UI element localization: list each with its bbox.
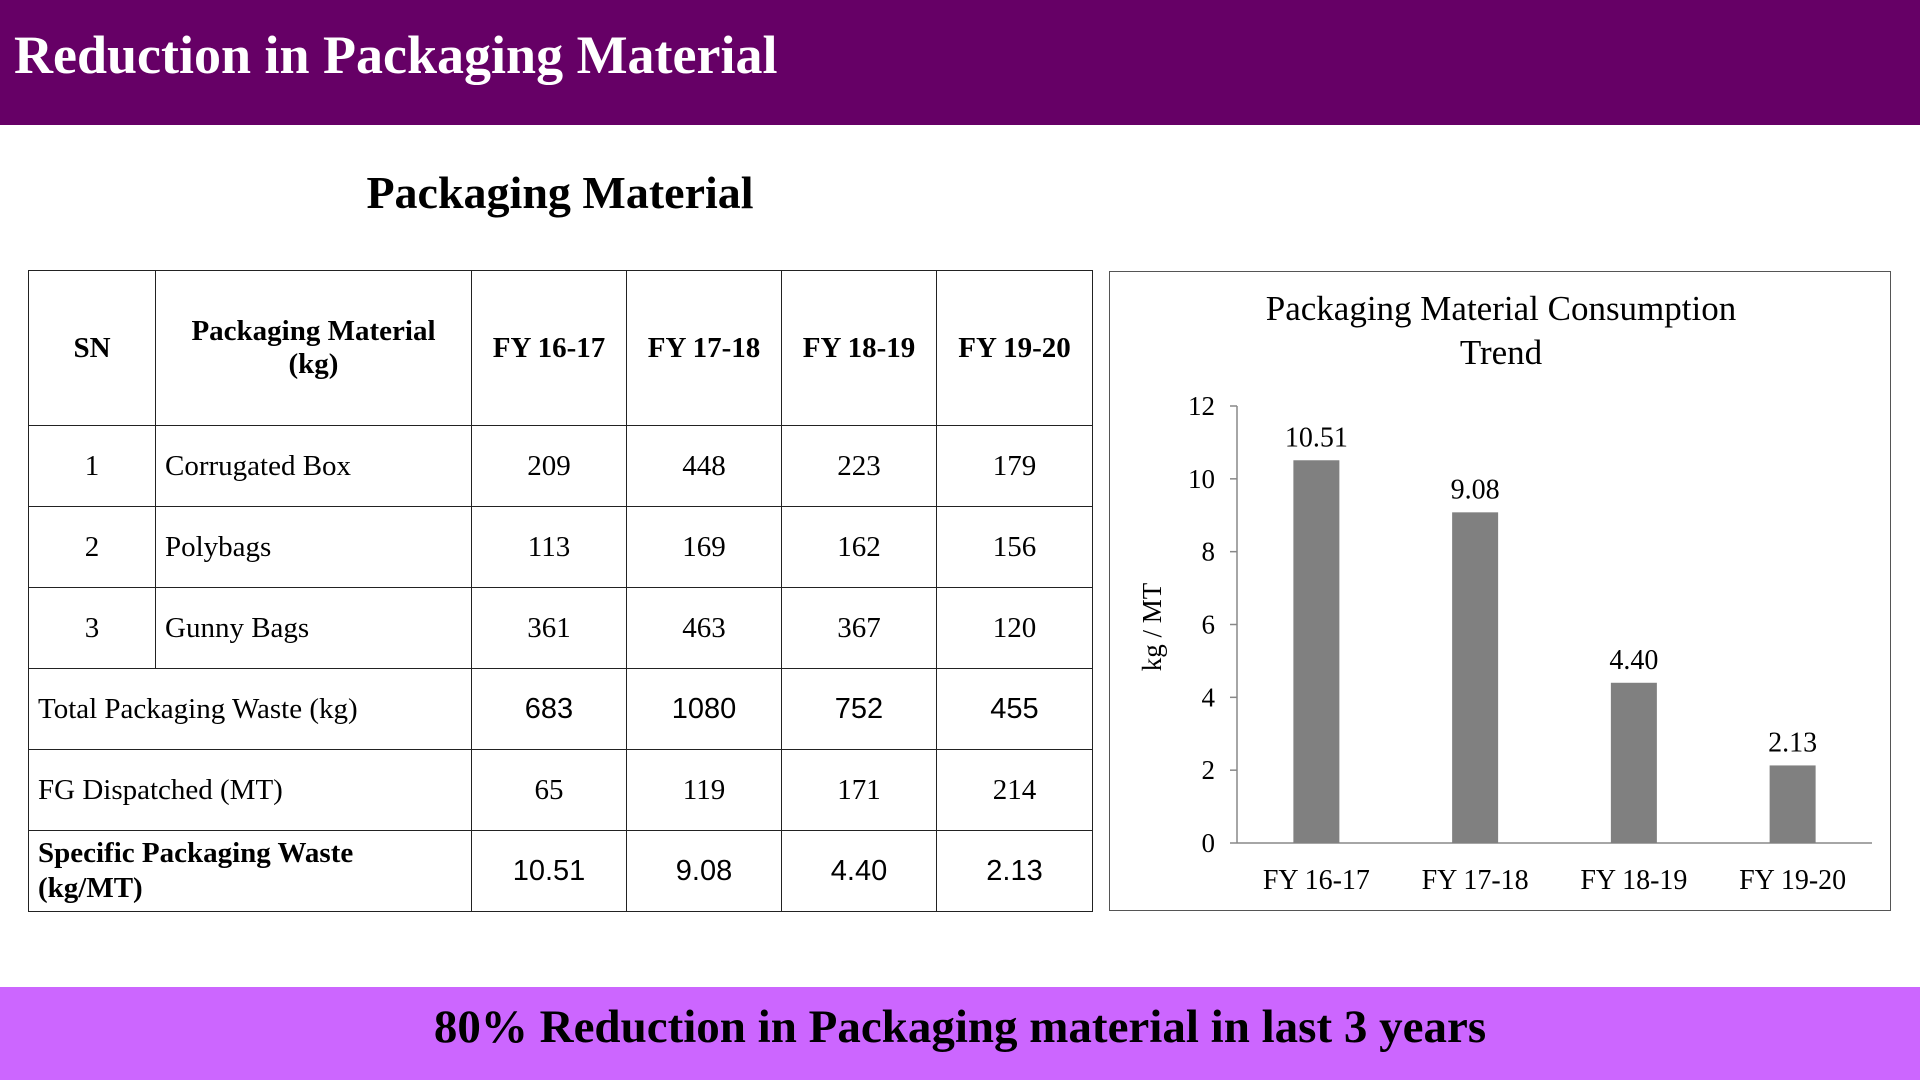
row-sn: 3 xyxy=(28,587,156,669)
x-tick-label: FY 16-17 xyxy=(1263,865,1370,896)
total-value: 1080 xyxy=(626,668,782,750)
total-value: 455 xyxy=(936,668,1093,750)
bar xyxy=(1610,682,1657,843)
fg-value: 214 xyxy=(936,749,1093,831)
fg-value: 171 xyxy=(781,749,937,831)
specific-row: Specific Packaging Waste (kg/MT) 10.51 9… xyxy=(28,830,1093,912)
header-bar xyxy=(0,0,1920,125)
fg-row: FG Dispatched (MT) 65 119 171 214 xyxy=(28,749,1093,831)
specific-value: 10.51 xyxy=(471,830,627,912)
total-label: Total Packaging Waste (kg) xyxy=(28,668,472,750)
bar xyxy=(1769,765,1816,843)
specific-value: 4.40 xyxy=(781,830,937,912)
data-label: 10.51 xyxy=(1285,422,1348,453)
table-row: 1 Corrugated Box 209 448 223 179 xyxy=(28,425,1093,507)
bar xyxy=(1452,512,1499,843)
cell-value: 120 xyxy=(936,587,1093,669)
fg-label: FG Dispatched (MT) xyxy=(28,749,472,831)
row-sn: 1 xyxy=(28,425,156,507)
total-row: Total Packaging Waste (kg) 683 1080 752 … xyxy=(28,668,1093,750)
data-label: 9.08 xyxy=(1451,474,1500,505)
y-tick-label: 6 xyxy=(1202,610,1216,640)
y-tick-label: 10 xyxy=(1188,464,1215,494)
y-tick-label: 12 xyxy=(1188,391,1215,421)
specific-value: 2.13 xyxy=(936,830,1093,912)
fg-value: 119 xyxy=(626,749,782,831)
table-row: 2 Polybags 113 169 162 156 xyxy=(28,506,1093,588)
x-tick-label: FY 19-20 xyxy=(1739,865,1846,896)
row-sn: 2 xyxy=(28,506,156,588)
column-header-fy1920: FY 19-20 xyxy=(936,270,1093,426)
x-tick-label: FY 18-19 xyxy=(1580,865,1687,896)
y-tick-label: 0 xyxy=(1202,828,1216,858)
footer-bar xyxy=(0,987,1920,1080)
cell-value: 169 xyxy=(626,506,782,588)
row-material: Corrugated Box xyxy=(155,425,472,507)
column-header-material: Packaging Material (kg) xyxy=(155,270,472,426)
column-header-fy1819: FY 18-19 xyxy=(781,270,937,426)
column-header-fy1617: FY 16-17 xyxy=(471,270,627,426)
y-axis-label: kg / MT xyxy=(1137,582,1167,671)
y-tick-label: 8 xyxy=(1202,537,1216,567)
y-tick-label: 2 xyxy=(1202,755,1216,785)
table-header-row: SN Packaging Material (kg) FY 16-17 FY 1… xyxy=(28,270,1093,426)
chart-container: Packaging Material Consumption Trend kg … xyxy=(1109,271,1891,911)
fg-value: 65 xyxy=(471,749,627,831)
footer-message: 80% Reduction in Packaging material in l… xyxy=(433,1001,1487,1053)
cell-value: 156 xyxy=(936,506,1093,588)
specific-label: Specific Packaging Waste (kg/MT) xyxy=(28,830,472,912)
data-label: 2.13 xyxy=(1768,727,1817,758)
total-value: 683 xyxy=(471,668,627,750)
section-title: Packaging Material xyxy=(366,167,754,218)
cell-value: 223 xyxy=(781,425,937,507)
total-value: 752 xyxy=(781,668,937,750)
cell-value: 448 xyxy=(626,425,782,507)
cell-value: 367 xyxy=(781,587,937,669)
page-title: Reduction in Packaging Material xyxy=(14,25,778,85)
table-row: 3 Gunny Bags 361 463 367 120 xyxy=(28,587,1093,669)
cell-value: 179 xyxy=(936,425,1093,507)
cell-value: 361 xyxy=(471,587,627,669)
cell-value: 162 xyxy=(781,506,937,588)
row-material: Polybags xyxy=(155,506,472,588)
data-label: 4.40 xyxy=(1609,645,1658,676)
packaging-table: SN Packaging Material (kg) FY 16-17 FY 1… xyxy=(28,270,1093,912)
cell-value: 463 xyxy=(626,587,782,669)
chart-svg: Packaging Material Consumption Trend kg … xyxy=(1137,289,1872,896)
y-tick-label: 4 xyxy=(1202,682,1216,712)
bar xyxy=(1293,460,1340,843)
specific-value: 9.08 xyxy=(626,830,782,912)
x-tick-label: FY 17-18 xyxy=(1422,865,1529,896)
cell-value: 113 xyxy=(471,506,627,588)
row-material: Gunny Bags xyxy=(155,587,472,669)
column-header-sn: SN xyxy=(28,270,156,426)
chart-title-line-2: Trend xyxy=(1460,333,1543,372)
column-header-fy1718: FY 17-18 xyxy=(626,270,782,426)
chart-title-line-1: Packaging Material Consumption xyxy=(1266,289,1736,328)
cell-value: 209 xyxy=(471,425,627,507)
